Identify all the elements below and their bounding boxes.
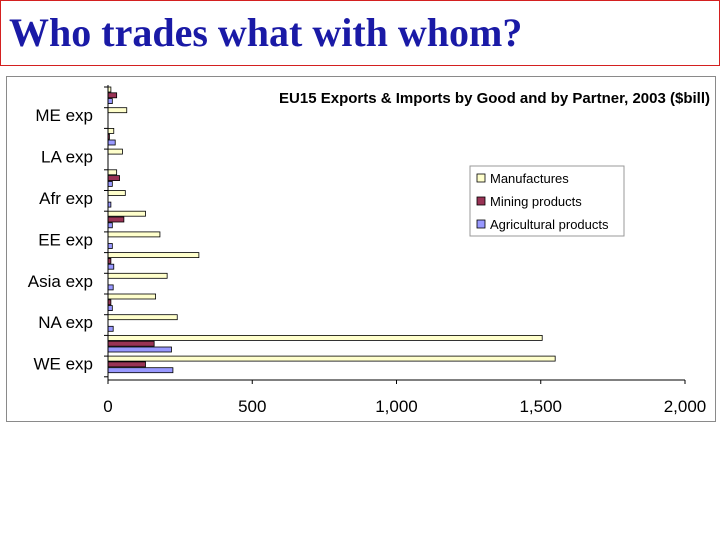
category-label: EE exp xyxy=(38,230,93,249)
bar-na-exp-agricultural-products xyxy=(107,325,114,332)
category-label: NA exp xyxy=(38,313,93,332)
bar-asia-imp-manufactures xyxy=(107,252,200,259)
x-tick-label: 2,000 xyxy=(664,397,707,416)
bar-we-imp-agricultural-products xyxy=(107,346,172,353)
bar-ee-imp-mining-products xyxy=(107,216,125,223)
bar-we-exp-agricultural-products xyxy=(107,367,174,374)
bar-afr-imp-agricultural-products xyxy=(107,180,113,187)
legend-box xyxy=(469,165,625,237)
category-label: WE exp xyxy=(33,355,93,374)
category-label: LA exp xyxy=(41,148,93,167)
category-label: Asia exp xyxy=(28,272,93,291)
chart-title: EU15 Exports & Imports by Good and by Pa… xyxy=(279,90,710,107)
bar-me-imp-agricultural-products xyxy=(107,98,113,104)
bar-la-imp-agricultural-products xyxy=(107,139,116,146)
x-tick-label: 500 xyxy=(238,397,266,416)
legend-label: Agricultural products xyxy=(490,217,609,232)
x-tick-label: 1,500 xyxy=(519,397,562,416)
bar-asia-imp-agricultural-products xyxy=(107,263,115,270)
legend-label: Mining products xyxy=(490,194,582,209)
bar-we-exp-mining-products xyxy=(107,361,146,368)
legend-label: Manufactures xyxy=(490,171,569,186)
bar-la-exp-manufactures xyxy=(107,148,123,155)
bar-ee-exp-agricultural-products xyxy=(107,243,113,249)
bar-asia-exp-manufactures xyxy=(107,272,168,279)
legend-swatch xyxy=(476,173,486,183)
category-label: ME exp xyxy=(35,106,93,125)
bar-la-imp-manufactures xyxy=(107,127,115,134)
x-tick-label: 0 xyxy=(103,397,112,416)
bar-na-imp-manufactures xyxy=(107,293,157,300)
bar-ee-imp-manufactures xyxy=(107,210,146,217)
slide-title: Who trades what with whom? xyxy=(9,10,523,55)
bar-ee-exp-manufactures xyxy=(107,231,161,238)
axes-group: ME exp LA exp Afr exp EE exp Asia exp NA exp W… xyxy=(28,85,706,416)
bar-we-imp-mining-products xyxy=(107,340,155,347)
bar-afr-imp-manufactures xyxy=(107,169,118,176)
bar-na-imp-agricultural-products xyxy=(107,305,113,312)
bar-afr-imp-mining-products xyxy=(107,175,120,182)
legend-swatch xyxy=(476,219,486,229)
bar-afr-exp-manufactures xyxy=(107,190,126,196)
bar-we-exp-manufactures xyxy=(107,355,556,362)
legend: Manufactures Mining products Agricultural … xyxy=(469,165,625,237)
slide-title-box: Who trades what with whom? xyxy=(0,0,720,66)
bar-asia-exp-agricultural-products xyxy=(107,284,114,291)
bar-we-imp-manufactures xyxy=(107,334,543,341)
x-tick-label: 1,000 xyxy=(375,397,418,416)
bar-ee-imp-agricultural-products xyxy=(107,222,113,229)
category-label: Afr exp xyxy=(39,189,93,208)
bar-me-imp-mining-products xyxy=(107,92,118,99)
bar-me-exp-manufactures xyxy=(107,107,128,114)
legend-swatch xyxy=(476,196,486,206)
bar-na-exp-manufactures xyxy=(107,314,178,321)
